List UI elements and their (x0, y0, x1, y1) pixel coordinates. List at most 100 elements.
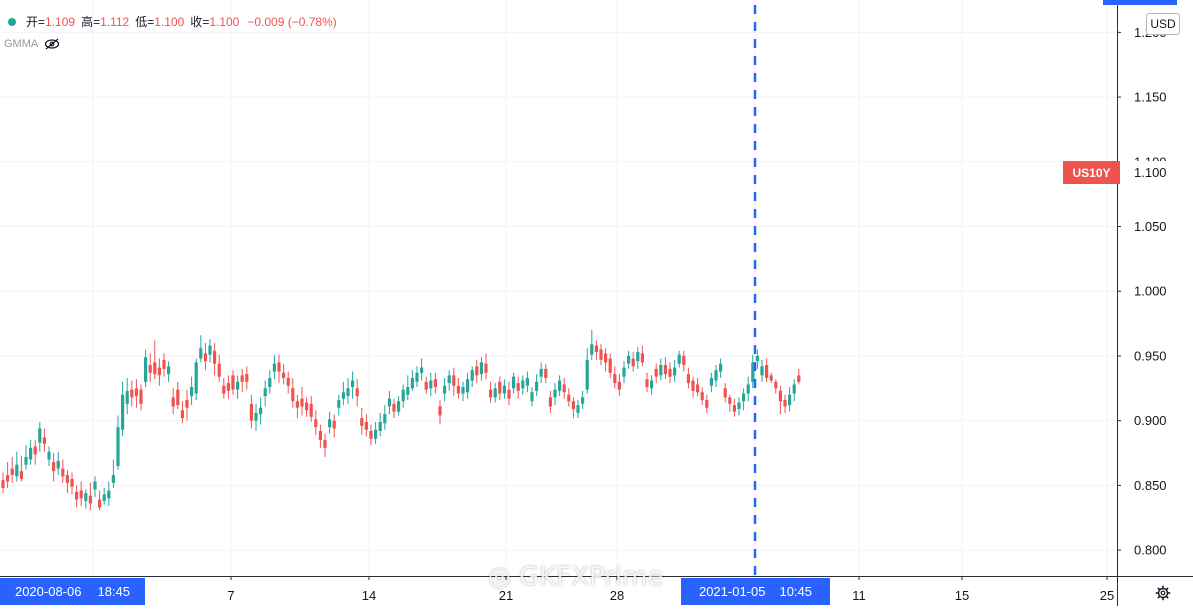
legend-close-value: 1.100 (209, 14, 240, 29)
chart-grid (0, 0, 1117, 576)
candle (769, 372, 773, 384)
candle (378, 412, 382, 437)
candle (576, 399, 580, 419)
time-axis[interactable]: 7 14 21 28 11 15 25 (0, 576, 1193, 603)
candle (139, 384, 143, 411)
candle-body (346, 388, 350, 397)
candle-body (415, 372, 419, 382)
candle (558, 375, 562, 397)
candle-body (171, 397, 175, 407)
candle-body (502, 385, 506, 394)
candle (337, 394, 341, 416)
current-price-label: 1.100 (1120, 161, 1193, 184)
indicator-row[interactable]: GMMA (4, 38, 60, 50)
candle (525, 371, 529, 393)
candle-body (604, 353, 608, 363)
candle-body (323, 440, 327, 448)
candle-body (778, 390, 782, 402)
candle-body (751, 362, 755, 382)
candle-body (691, 380, 695, 391)
candle (162, 353, 166, 377)
candle-body (38, 428, 42, 443)
candle (594, 340, 598, 360)
price-tick-label: 0.800 (1134, 543, 1167, 558)
candle (475, 359, 479, 384)
candle-body (562, 384, 566, 393)
candle (456, 377, 460, 399)
marker-date-badge: 2021-01-05 10:45 (681, 578, 830, 605)
candle (240, 368, 244, 393)
candle-body (213, 350, 217, 364)
candle-body (75, 491, 79, 500)
currency-button[interactable]: USD (1146, 13, 1180, 35)
candle-body (199, 348, 203, 359)
candle-body (535, 381, 539, 391)
candle (392, 398, 396, 419)
gear-icon[interactable] (1155, 585, 1171, 601)
candle (153, 340, 157, 380)
candle (673, 359, 677, 382)
candle-body (125, 390, 129, 404)
candle-body (360, 418, 364, 426)
candle (728, 394, 732, 412)
candle-body (507, 389, 511, 399)
candle-body (567, 394, 571, 402)
price-axis[interactable]: 1.2001.1501.1001.0501.0000.9500.9000.850… (1103, 0, 1177, 606)
candle-body (640, 353, 644, 363)
candle-body (410, 377, 414, 389)
candle (52, 453, 56, 482)
candle (360, 407, 364, 435)
candle (61, 459, 65, 483)
candle (466, 372, 470, 399)
candle (121, 381, 125, 437)
candle-body (783, 399, 787, 407)
candle (286, 371, 290, 394)
candle (263, 380, 267, 407)
candle (599, 344, 603, 366)
candle-body (249, 403, 253, 421)
candle-body (392, 403, 396, 412)
candle-body (245, 374, 249, 382)
candle (24, 445, 28, 470)
candle-body (364, 421, 368, 430)
candle (788, 387, 792, 412)
candle (714, 365, 718, 388)
legend-open-label: 开 (26, 15, 39, 29)
candle-body (613, 374, 617, 384)
candle (254, 403, 258, 432)
eye-hidden-icon[interactable] (44, 38, 60, 50)
candle-body (493, 388, 497, 398)
candle (268, 370, 272, 394)
candle-body (341, 392, 345, 399)
candle-body (521, 380, 525, 389)
candle (792, 379, 796, 402)
candle-body (47, 451, 51, 460)
candle (167, 361, 171, 382)
candle (636, 346, 640, 369)
candle (410, 370, 414, 391)
candle-body (452, 375, 456, 386)
candle-body (608, 358, 612, 373)
candle-body (512, 376, 516, 389)
candle-body (300, 398, 304, 407)
candle (548, 390, 552, 413)
price-tick-label: 1.050 (1134, 219, 1167, 234)
candle (691, 376, 695, 398)
candle-body (420, 367, 424, 373)
candle (493, 383, 497, 403)
indicator-name: GMMA (4, 38, 39, 50)
candle (203, 343, 207, 371)
candle (553, 383, 557, 406)
candle (75, 485, 79, 508)
candle (742, 388, 746, 411)
candle-body (194, 362, 198, 394)
candle (535, 374, 539, 397)
candle-body (553, 389, 557, 398)
candle (686, 367, 690, 389)
candle-body (208, 345, 212, 355)
candle-body (42, 437, 46, 444)
time-tick-label: 21 (499, 588, 513, 603)
candle-body (134, 388, 138, 397)
